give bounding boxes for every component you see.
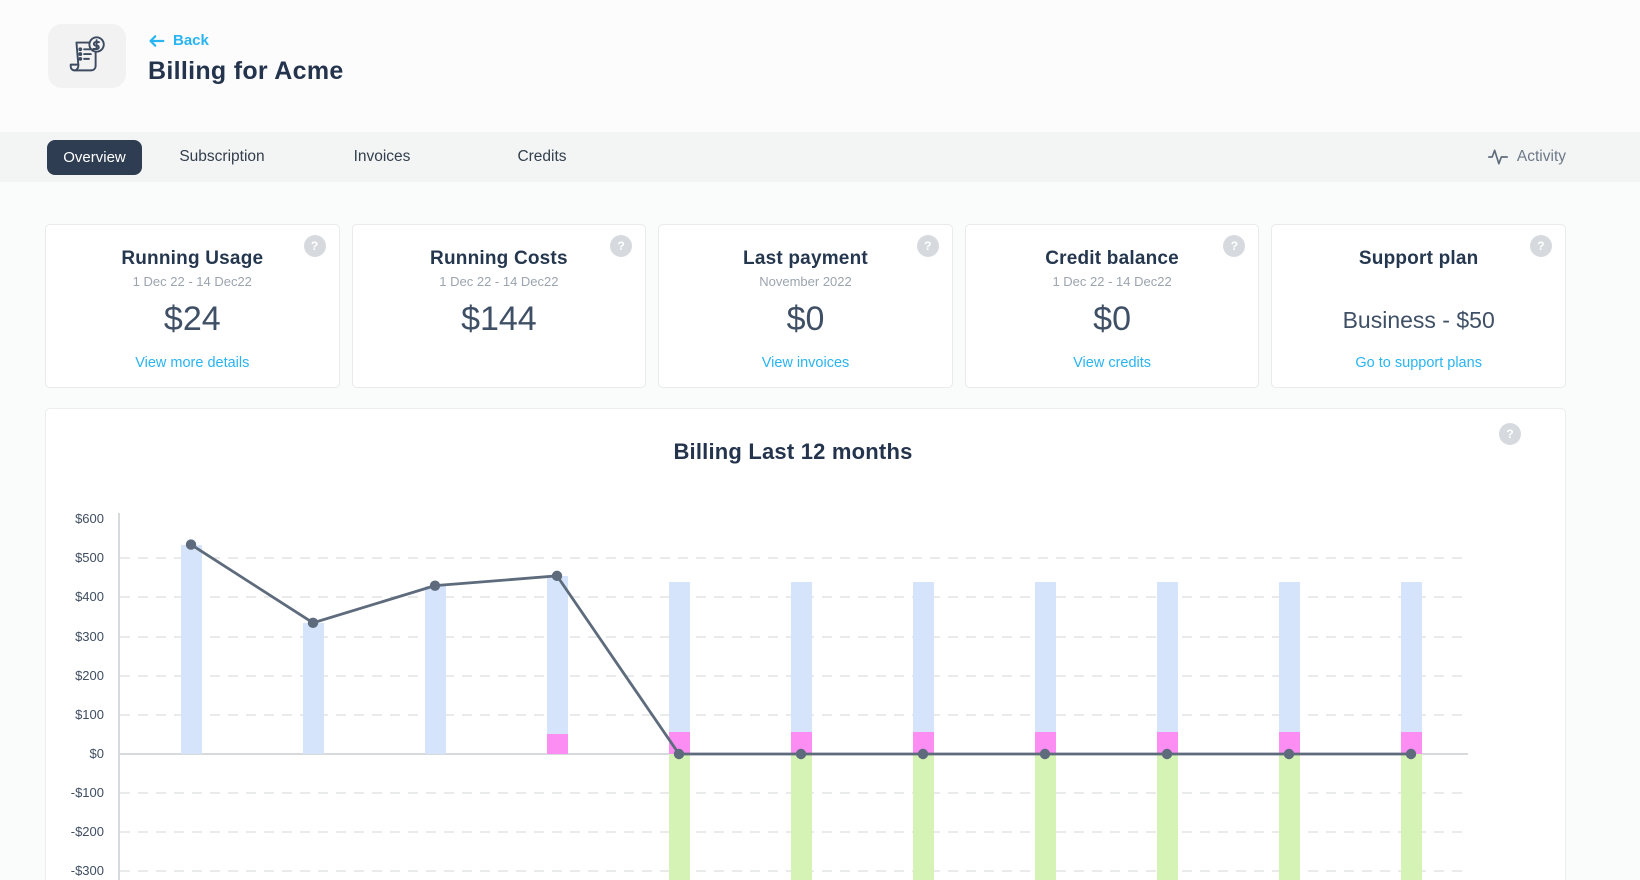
blue-bar-segment (546, 575, 568, 735)
activity-pulse-icon (1487, 149, 1508, 165)
card-subtitle: November 2022 (759, 274, 852, 289)
line-data-point (1039, 748, 1051, 760)
blue-bar-segment (424, 585, 446, 754)
green-bar-segment (1278, 754, 1300, 880)
pink-bar-segment (546, 734, 568, 754)
pink-bar-segment (1400, 732, 1422, 754)
green-bar-segment (668, 754, 690, 880)
invoice-icon (69, 36, 105, 72)
card-last-payment: ? Last payment November 2022 $0 View inv… (658, 224, 953, 388)
y-axis-tick-label: -$300 (70, 863, 104, 879)
y-axis-tick-label: -$100 (70, 785, 104, 801)
blue-bar-segment (1400, 581, 1422, 733)
card-title: Running Usage (121, 248, 264, 269)
y-axis-line (118, 513, 120, 880)
blue-bar-segment (1156, 581, 1178, 733)
help-icon[interactable]: ? (1499, 423, 1521, 445)
help-icon[interactable]: ? (1223, 235, 1246, 257)
line-data-point (673, 748, 685, 760)
pink-bar-segment (1278, 732, 1300, 754)
card-title: Credit balance (1045, 248, 1179, 269)
back-label: Back (173, 32, 209, 49)
pink-bar-segment (1034, 732, 1056, 754)
green-bar-segment (1034, 754, 1056, 880)
blue-bar-segment (1278, 581, 1300, 733)
blue-bar-segment (180, 544, 202, 754)
tab-invoices[interactable]: Invoices (353, 148, 411, 165)
card-running-usage: ? Running Usage 1 Dec 22 - 14 Dec22 $24 … (45, 224, 340, 388)
tab-subscription[interactable]: Subscription (179, 148, 265, 165)
y-axis-tick-label: $500 (75, 550, 104, 566)
pink-bar-segment (1156, 732, 1178, 754)
pink-bar-segment (912, 732, 934, 754)
blue-bar-segment (668, 581, 690, 733)
card-subtitle: 1 Dec 22 - 14 Dec22 (439, 274, 559, 289)
y-axis-tick-label: $200 (75, 667, 104, 683)
tab-credits[interactable]: Credits (517, 148, 567, 165)
chart-title: Billing Last 12 months (673, 439, 913, 464)
back-button[interactable]: Back (148, 32, 209, 49)
y-axis-tick-label: $100 (75, 706, 104, 722)
card-title: Support plan (1358, 248, 1479, 269)
card-value: $24 (163, 300, 221, 338)
card-running-costs: ? Running Costs 1 Dec 22 - 14 Dec22 $144 (351, 224, 647, 388)
card-value: $0 (1093, 300, 1131, 338)
stat-cards-row: ? Running Usage 1 Dec 22 - 14 Dec22 $24 … (45, 224, 1566, 388)
green-bar-segment (1400, 754, 1422, 880)
card-value: $144 (461, 300, 537, 338)
view-invoices-link[interactable]: View invoices (761, 355, 850, 371)
billing-chart-card: ? Billing Last 12 months $600 $500 $400 $30… (45, 408, 1566, 880)
card-value: Business - $50 (1342, 307, 1495, 333)
y-axis-tick-label: $0 (89, 746, 104, 761)
line-data-point (1283, 748, 1295, 760)
card-subtitle: 1 Dec 22 - 14 Dec22 (1052, 274, 1172, 289)
line-data-point (429, 580, 441, 591)
line-data-point (1161, 748, 1173, 760)
blue-bar-segment (912, 581, 934, 733)
y-axis-tick-label: $600 (75, 511, 104, 527)
green-bar-segment (912, 754, 934, 880)
go-to-support-plans-link[interactable]: Go to support plans (1355, 355, 1482, 371)
green-bar-segment (1156, 754, 1178, 880)
billing-line-series (185, 539, 1417, 760)
activity-button[interactable]: Activity (1487, 148, 1566, 166)
y-axis-tick-label: $400 (75, 589, 104, 605)
line-data-point (551, 570, 563, 582)
billing-chart: $600 $500 $400 $300 $200 $100 $0 -$100 -$200 -$30… (46, 409, 1565, 880)
help-icon[interactable]: ? (916, 235, 939, 257)
line-data-point (185, 539, 197, 550)
activity-label: Activity (1516, 148, 1566, 165)
view-more-details-link[interactable]: View more details (135, 355, 250, 371)
help-icon[interactable]: ? (610, 235, 633, 257)
y-axis-tick-label: -$200 (70, 824, 104, 840)
card-title: Running Costs (430, 248, 568, 269)
blue-bar-segment (302, 622, 324, 754)
help-icon[interactable]: ? (303, 235, 326, 257)
card-credit-balance: ? Credit balance 1 Dec 22 - 14 Dec22 $0 … (964, 224, 1260, 388)
card-title: Last payment (743, 248, 868, 269)
blue-bar-segment (790, 581, 812, 733)
dashed-gridline (120, 557, 1468, 560)
back-arrow-icon (149, 34, 165, 47)
blue-bar-segment (1034, 581, 1056, 733)
help-icon[interactable]: ? (1529, 235, 1552, 257)
line-data-point (795, 748, 807, 760)
green-bar-segment (790, 754, 812, 880)
page-title: Billing for Acme (148, 57, 344, 85)
pink-bar-segment (790, 732, 812, 754)
page-header: Back Billing for Acme (0, 0, 1640, 132)
line-data-point (917, 748, 929, 760)
card-value: $0 (786, 300, 825, 338)
card-subtitle: 1 Dec 22 - 14 Dec22 (132, 274, 252, 289)
line-data-point (307, 617, 319, 629)
line-data-point (1405, 748, 1417, 760)
tab-overview[interactable]: Overview (47, 139, 142, 175)
card-support-plan: ? Support plan Business - $50 Go to supp… (1271, 224, 1566, 388)
billing-app-icon-box (48, 24, 126, 88)
y-axis-tick-label: $300 (75, 628, 104, 644)
billing-tabbar: Overview Subscription Invoices Credits A… (0, 132, 1640, 182)
view-credits-link[interactable]: View credits (1073, 355, 1152, 371)
